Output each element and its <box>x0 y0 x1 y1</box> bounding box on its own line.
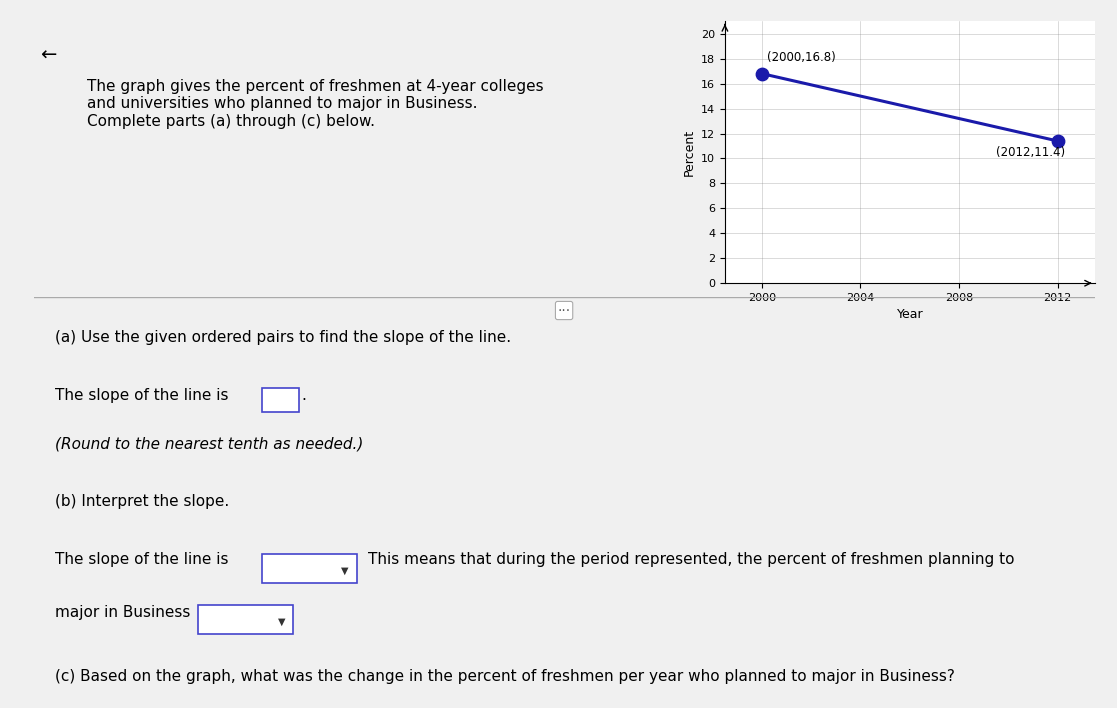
Text: ▼: ▼ <box>341 566 349 576</box>
Point <box>1049 135 1067 147</box>
Text: The slope of the line is: The slope of the line is <box>55 552 228 567</box>
Text: ←: ← <box>40 45 57 64</box>
Text: (b) Interpret the slope.: (b) Interpret the slope. <box>55 494 229 510</box>
Text: .: . <box>300 388 306 403</box>
Text: (a) Use the given ordered pairs to find the slope of the line.: (a) Use the given ordered pairs to find … <box>55 330 510 346</box>
Text: (2012,11.4): (2012,11.4) <box>996 146 1066 159</box>
FancyBboxPatch shape <box>261 388 299 412</box>
Y-axis label: Percent: Percent <box>682 129 696 176</box>
X-axis label: Year: Year <box>897 309 923 321</box>
Text: The slope of the line is: The slope of the line is <box>55 388 228 403</box>
FancyBboxPatch shape <box>261 554 357 583</box>
Text: This means that during the period represented, the percent of freshmen planning : This means that during the period repres… <box>367 552 1014 567</box>
Text: ▼: ▼ <box>277 617 285 627</box>
Point <box>753 68 771 79</box>
Text: The graph gives the percent of freshmen at 4-year colleges
and universities who : The graph gives the percent of freshmen … <box>87 79 543 129</box>
Text: (c) Based on the graph, what was the change in the percent of freshmen per year : (c) Based on the graph, what was the cha… <box>55 669 955 684</box>
FancyBboxPatch shape <box>198 605 294 634</box>
Text: major in Business: major in Business <box>55 605 190 620</box>
Text: ···: ··· <box>557 304 571 317</box>
Text: (Round to the nearest tenth as needed.): (Round to the nearest tenth as needed.) <box>55 437 363 452</box>
Text: (2000,16.8): (2000,16.8) <box>767 51 836 64</box>
